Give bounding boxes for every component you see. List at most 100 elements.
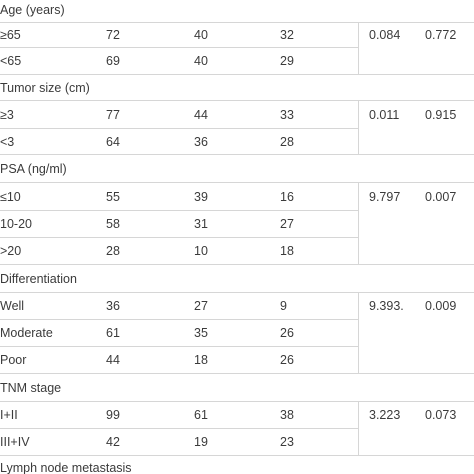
row-divider [0,210,358,211]
row-divider [0,455,474,456]
section-header-label: Tumor size (cm) [0,81,90,95]
row-label: ≤10 [0,190,21,204]
count-cell: 61 [106,326,120,340]
row-divider [0,237,358,238]
count-cell: 10 [194,244,208,258]
count-cell: 28 [280,135,294,149]
count-cell: 18 [194,353,208,367]
section-header-row: Age (years) [0,0,474,22]
statistic-cell: 9.393. [369,299,404,313]
row-divider [0,346,358,347]
count-cell: 39 [194,190,208,204]
section-header-label: PSA (ng/ml) [0,162,67,176]
row-divider [0,401,474,402]
section-header-label: Differentiation [0,272,77,286]
count-cell: 19 [194,435,208,449]
count-cell: 58 [106,217,120,231]
table-row: <65 69 40 29 [0,48,474,74]
table-row: >20 28 10 18 [0,238,474,264]
section-header-label: Lymph node metastasis [0,461,132,474]
row-label: <3 [0,135,15,149]
row-divider [0,373,474,374]
table-row: III+IV 42 19 23 [0,429,474,455]
count-cell: 77 [106,108,120,122]
section-header-row: Differentiation [0,265,474,292]
row-label: ≥65 [0,28,21,42]
count-cell: 36 [194,135,208,149]
table-row: I+II 99 61 38 3.223 0.073 [0,402,474,428]
row-divider [0,154,474,155]
table-row: <3 64 36 28 [0,129,474,154]
row-divider [0,264,474,265]
table-row: Poor 44 18 26 [0,347,474,373]
row-divider [0,319,358,320]
row-label: III+IV [0,435,30,449]
row-divider [0,47,358,48]
count-cell: 69 [106,54,120,68]
section-header-row: PSA (ng/ml) [0,155,474,182]
count-cell: 33 [280,108,294,122]
count-cell: 72 [106,28,120,42]
column-divider [358,183,359,264]
statistic-cell: 9.797 [369,190,401,204]
count-cell: 61 [194,408,208,422]
statistic-cell: 0.084 [369,28,401,42]
count-cell: 23 [280,435,294,449]
section-header-row: TNM stage [0,374,474,401]
statistic-cell: 0.011 [369,108,400,122]
count-cell: 26 [280,326,294,340]
count-cell: 40 [194,54,208,68]
row-divider [0,22,474,23]
count-cell: 32 [280,28,294,42]
count-cell: 55 [106,190,120,204]
section-header-row: Tumor size (cm) [0,75,474,100]
count-cell: 44 [194,108,208,122]
row-label: 10-20 [0,217,32,231]
p-value-cell: 0.009 [425,299,457,313]
section-header-row: Lymph node metastasis [0,456,474,474]
column-divider [358,293,359,373]
column-divider [358,101,359,154]
row-label: Moderate [0,326,53,340]
p-value-cell: 0.007 [425,190,457,204]
count-cell: 64 [106,135,120,149]
table-row: ≥3 77 44 33 0.011 0.915 [0,101,474,128]
table-row: ≥65 72 40 32 0.084 0.772 [0,23,474,47]
count-cell: 28 [106,244,120,258]
section-header-label: Age (years) [0,3,65,17]
row-divider [0,292,474,293]
row-label: Poor [0,353,27,367]
row-divider [0,128,358,129]
table-row: Well 36 27 9 9.393. 0.009 [0,293,474,319]
count-cell: 38 [280,408,294,422]
count-cell: 99 [106,408,120,422]
row-divider [0,100,474,101]
count-cell: 40 [194,28,208,42]
column-divider [358,23,359,74]
p-value-cell: 0.772 [425,28,457,42]
row-divider [0,74,474,75]
count-cell: 35 [194,326,208,340]
table-row: Moderate 61 35 26 [0,320,474,346]
count-cell: 16 [280,190,294,204]
row-label: <65 [0,54,22,68]
count-cell: 18 [280,244,294,258]
table-row: ≤10 55 39 16 9.797 0.007 [0,183,474,210]
row-label: >20 [0,244,22,258]
count-cell: 42 [106,435,120,449]
row-divider [0,182,474,183]
count-cell: 27 [280,217,294,231]
statistic-cell: 3.223 [369,408,401,422]
row-label: ≥3 [0,108,14,122]
row-divider [0,428,358,429]
count-cell: 26 [280,353,294,367]
count-cell: 36 [106,299,120,313]
count-cell: 29 [280,54,294,68]
count-cell: 27 [194,299,208,313]
row-label: Well [0,299,25,313]
p-value-cell: 0.915 [425,108,457,122]
table-row: 10-20 58 31 27 [0,211,474,237]
section-header-label: TNM stage [0,381,62,395]
column-divider [358,402,359,455]
